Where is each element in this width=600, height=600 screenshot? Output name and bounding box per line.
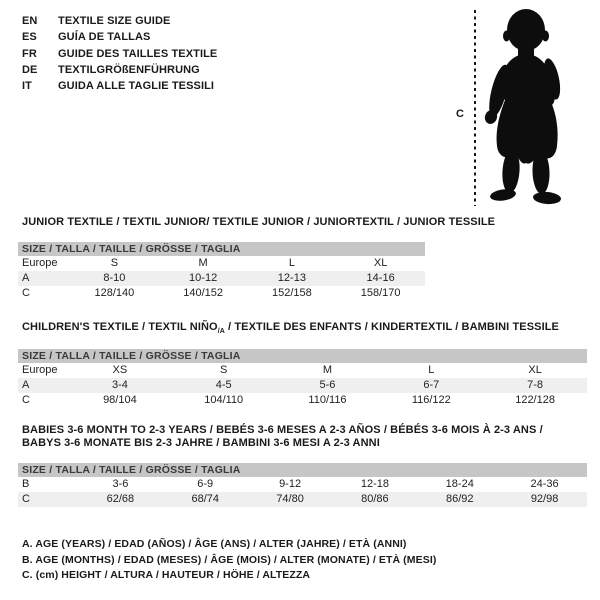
size-cell: 3-6 <box>112 478 129 490</box>
table-row: C 98/104 104/110 110/116 116/122 122/128 <box>18 393 587 408</box>
size-cell: 8-10 <box>103 272 126 284</box>
size-cell: 12-18 <box>360 478 389 490</box>
table-row: B 3-6 6-9 9-12 12-18 18-24 24-36 <box>18 477 587 492</box>
language-list: EN TEXTILE SIZE GUIDE ES GUÍA DE TALLAS … <box>22 13 217 94</box>
size-cell: 68/74 <box>191 493 219 505</box>
row-label: Europe <box>22 257 58 269</box>
junior-table-title: JUNIOR TEXTILE / TEXTIL JUNIOR/ TEXTILE … <box>22 216 496 228</box>
size-cell: 10-12 <box>189 272 218 284</box>
footnotes: A. AGE (YEARS) / EDAD (AÑOS) / ÂGE (ANS)… <box>22 537 436 584</box>
language-code: FR <box>22 47 37 60</box>
row-label: Europe <box>22 364 58 377</box>
row-label: C <box>22 287 30 299</box>
row-label: B <box>22 478 30 490</box>
size-cell: 4-5 <box>215 379 232 392</box>
size-cell: 110/116 <box>308 394 347 407</box>
size-cell: 116/122 <box>411 394 451 407</box>
table-row: Europe S M L XL <box>18 256 425 271</box>
size-cell: 12-13 <box>277 272 306 284</box>
table-row: Europe XS S M L XL <box>18 363 587 378</box>
size-cell: 62/68 <box>106 493 135 505</box>
size-cell: S <box>110 257 119 269</box>
language-label: TEXTILE SIZE GUIDE <box>58 15 171 27</box>
children-table-section: CHILDREN'S TEXTILE / TEXTIL NIÑO/A / TEX… <box>18 321 587 408</box>
language-code: ES <box>22 31 37 44</box>
size-cell: 122/128 <box>515 394 555 407</box>
table-row: C 62/68 68/74 74/80 80/86 86/92 92/98 <box>18 492 587 507</box>
footnote-b: B. AGE (MONTHS) / EDAD (MESES) / ÂGE (MO… <box>22 553 437 566</box>
language-label: GUÍA DE TALLAS <box>58 31 151 44</box>
size-cell: 9-12 <box>279 478 302 490</box>
size-cell: 14-16 <box>366 272 395 284</box>
row-label: A <box>22 379 30 392</box>
size-cell: 128/140 <box>94 287 135 299</box>
size-cell: 80/86 <box>361 493 389 505</box>
baby-silhouette-icon <box>484 9 561 205</box>
table-row: A 3-4 4-5 5-6 6-7 7-8 <box>18 378 587 394</box>
size-cell: 18-24 <box>445 478 474 490</box>
table-row: A 8-10 10-12 12-13 14-16 <box>18 271 425 286</box>
row-label: A <box>22 272 30 284</box>
size-cell: 98/104 <box>103 394 137 407</box>
language-row: ES GUÍA DE TALLAS <box>22 29 217 45</box>
size-cell: 92/98 <box>530 493 559 505</box>
size-cell: 5-6 <box>319 379 336 392</box>
language-code: IT <box>22 80 32 93</box>
language-label: TEXTILGRÖßENFÜHRUNG <box>58 63 200 76</box>
size-cell: XS <box>112 364 128 377</box>
size-cell: 74/80 <box>276 493 304 505</box>
size-cell: 24-36 <box>530 478 559 490</box>
language-row: EN TEXTILE SIZE GUIDE <box>22 13 217 29</box>
size-cell: 3-4 <box>111 379 128 392</box>
size-header-bar: SIZE / TALLA / TAILLE / GRÖSSE / TAGLIA <box>18 349 587 364</box>
size-cell: 6-7 <box>423 379 440 392</box>
height-measure-label: C <box>456 108 464 120</box>
size-cell: XL <box>528 364 542 377</box>
size-cell: XL <box>373 257 388 269</box>
table-row: C 128/140 140/152 152/158 158/170 <box>18 286 425 301</box>
row-label: C <box>22 493 30 505</box>
language-row: DE TEXTILGRÖßENFÜHRUNG <box>22 62 217 78</box>
language-row: FR GUIDE DES TAILLES TEXTILE <box>22 46 217 62</box>
footnote-c: C. (cm) HEIGHT / ALTURA / HAUTEUR / HÖHE… <box>22 569 311 581</box>
height-measure-line <box>474 10 476 206</box>
size-cell: M <box>198 257 208 269</box>
size-cell: 7-8 <box>527 379 544 392</box>
language-code: EN <box>22 15 38 27</box>
babies-table-title: BABIES 3-6 MONTH TO 2-3 YEARS / BEBÉS 3-… <box>22 424 543 449</box>
size-cell: L <box>288 257 295 269</box>
size-cell: 158/170 <box>360 287 401 299</box>
size-cell: 152/158 <box>271 287 312 299</box>
junior-table-section: JUNIOR TEXTILE / TEXTIL JUNIOR/ TEXTILE … <box>18 216 496 301</box>
size-cell: L <box>428 364 435 377</box>
language-label: GUIDE DES TAILLES TEXTILE <box>58 47 218 60</box>
language-row: IT GUIDA ALLE TAGLIE TESSILI <box>22 78 217 94</box>
footnote-a: A. AGE (YEARS) / EDAD (AÑOS) / ÂGE (ANS)… <box>22 538 407 550</box>
size-cell: 6-9 <box>197 478 214 490</box>
size-cell: M <box>322 364 333 377</box>
row-label: C <box>22 394 30 407</box>
babies-table-section: BABIES 3-6 MONTH TO 2-3 YEARS / BEBÉS 3-… <box>18 424 587 507</box>
size-cell: 104/110 <box>204 394 244 407</box>
size-cell: S <box>220 364 228 377</box>
size-cell: 86/92 <box>445 493 474 505</box>
language-code: DE <box>22 63 38 76</box>
language-label: GUIDA ALLE TAGLIE TESSILI <box>58 80 215 93</box>
size-header-bar: SIZE / TALLA / TAILLE / GRÖSSE / TAGLIA <box>18 242 425 256</box>
children-table-title: CHILDREN'S TEXTILE / TEXTIL NIÑO/A / TEX… <box>22 321 559 336</box>
size-header-bar: SIZE / TALLA / TAILLE / GRÖSSE / TAGLIA <box>18 463 587 477</box>
size-cell: 140/152 <box>183 287 223 299</box>
